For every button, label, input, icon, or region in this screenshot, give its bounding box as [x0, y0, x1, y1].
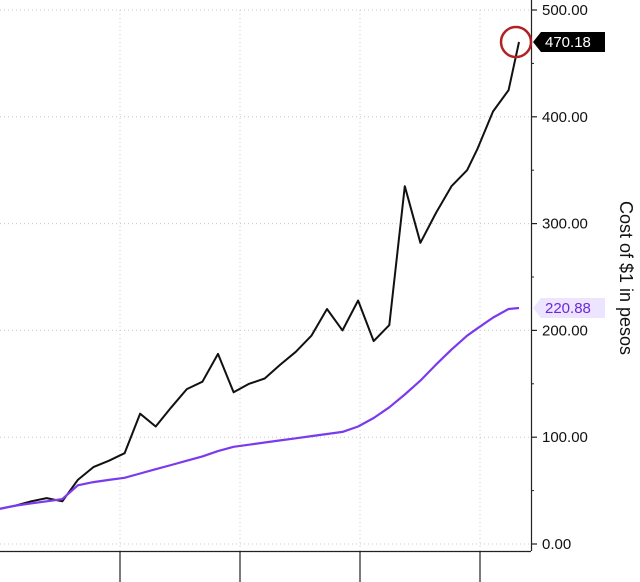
annotations: [499, 25, 533, 59]
y-axis-label: Cost of $1 in pesos: [616, 201, 636, 355]
highlight-circle: [499, 25, 533, 59]
y-tick-label: 100.00: [542, 429, 588, 446]
badges: 470.18 220.88: [533, 32, 605, 318]
y-tick-label: 0.00: [542, 536, 571, 553]
last-value-label-2: 220.88: [545, 300, 591, 317]
x-axis: [0, 550, 531, 582]
last-value-badge-1: [533, 32, 605, 53]
last-value-badge-2: [533, 297, 605, 318]
y-tick-label: 500.00: [542, 2, 588, 19]
series-line-1: [0, 41, 520, 510]
series-line-2: [0, 306, 520, 510]
y-tick-label: 400.00: [542, 109, 588, 126]
last-value-label-1: 470.18: [545, 34, 591, 51]
y-axis: 0.00 100.00 200.00 300.00 400.00 500.00: [530, 0, 588, 553]
y-tick-label: 300.00: [542, 216, 588, 233]
series-lines: [0, 41, 520, 510]
grid: [0, 9, 531, 551]
y-tick-label: 200.00: [542, 322, 588, 339]
